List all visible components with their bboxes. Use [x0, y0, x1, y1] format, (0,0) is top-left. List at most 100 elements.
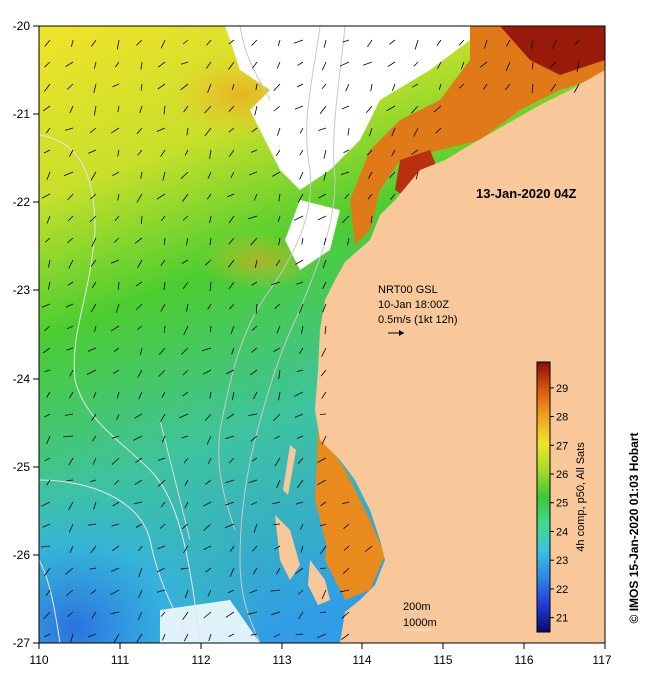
- current-arrow: [136, 633, 143, 643]
- current-arrow: [278, 391, 281, 401]
- current-arrow: [159, 523, 166, 529]
- current-arrow: [137, 369, 143, 378]
- current-arrow: [294, 413, 304, 418]
- current-arrow: [63, 435, 74, 438]
- current-arrow: [299, 303, 304, 314]
- current-arrow: [43, 611, 51, 619]
- current-arrow: [320, 523, 327, 527]
- current-arrow: [273, 523, 281, 525]
- current-arrow: [93, 501, 97, 510]
- current-arrow: [186, 127, 189, 136]
- current-arrow: [362, 61, 373, 66]
- current-arrow: [46, 479, 51, 486]
- current-arrow: [111, 457, 120, 465]
- depth-contour: [39, 134, 201, 643]
- current-arrow: [321, 61, 327, 71]
- current-arrow: [573, 83, 580, 93]
- current-arrow: [389, 171, 396, 179]
- current-arrow: [505, 61, 511, 72]
- current-arrow: [184, 479, 189, 487]
- current-arrow: [296, 479, 304, 489]
- current-arrow: [299, 171, 304, 180]
- current-arrow: [252, 61, 258, 69]
- current-arrow: [228, 39, 235, 45]
- current-arrow: [158, 347, 166, 356]
- current-arrow: [86, 369, 97, 375]
- current-arrow: [201, 347, 212, 352]
- current-arrow: [67, 193, 74, 201]
- current-arrow: [228, 457, 235, 464]
- y-tick-label: -20: [13, 19, 31, 33]
- current-arrow: [43, 325, 51, 332]
- y-tick-label: -23: [13, 283, 31, 297]
- current-arrow: [322, 281, 327, 289]
- shark-bay-water: [325, 510, 350, 590]
- current-arrow: [227, 589, 235, 594]
- current-arrow: [255, 303, 258, 314]
- current-arrow: [117, 105, 120, 113]
- cloud-area: [285, 200, 340, 270]
- current-arrow: [225, 611, 235, 618]
- current-arrow: [412, 83, 419, 88]
- current-arrow: [186, 303, 189, 312]
- current-arrow: [366, 149, 373, 156]
- current-arrow: [157, 61, 166, 68]
- current-arrow: [182, 611, 189, 621]
- x-tick-label: 117: [592, 653, 611, 667]
- current-arrow: [158, 369, 166, 377]
- current-arrow: [277, 39, 281, 47]
- current-arrow: [203, 523, 212, 531]
- current-arrow: [160, 259, 166, 266]
- colorbar-gradient: [536, 361, 551, 633]
- current-arrow: [390, 193, 396, 200]
- current-arrow: [386, 105, 396, 112]
- current-arrow: [550, 61, 557, 68]
- current-arrow: [180, 567, 189, 570]
- current-arrow: [576, 61, 580, 72]
- current-arrow: [71, 39, 74, 47]
- current-arrow: [550, 83, 557, 92]
- current-arrow: [276, 479, 281, 489]
- current-arrow: [225, 479, 235, 484]
- current-arrow: [206, 435, 212, 445]
- colorbar-tick-label: 22: [556, 584, 568, 596]
- current-arrow: [163, 105, 166, 115]
- current-arrow: [181, 523, 189, 530]
- current-arrow: [278, 237, 281, 246]
- x-tick-label: 115: [433, 653, 452, 667]
- current-arrow: [366, 105, 373, 114]
- current-arrow: [114, 61, 120, 68]
- current-arrow: [204, 479, 212, 486]
- current-arrow: [43, 149, 51, 154]
- current-arrow: [156, 589, 166, 593]
- current-arrow: [113, 633, 120, 643]
- current-arrow: [92, 435, 97, 442]
- y-tick-label: -22: [13, 195, 31, 209]
- current-arrow: [157, 479, 166, 487]
- current-arrow: [66, 347, 74, 351]
- x-tick-label: 112: [191, 653, 210, 667]
- current-arrow: [253, 193, 258, 201]
- depth-contour: [218, 26, 321, 531]
- current-arrow: [65, 567, 74, 575]
- current-arrow: [42, 523, 51, 528]
- current-arrow: [182, 281, 189, 289]
- current-arrow: [370, 83, 373, 92]
- current-arrow: [435, 127, 442, 134]
- current-arrow: [184, 589, 189, 599]
- current-arrow: [317, 215, 327, 221]
- current-arrow: [274, 457, 281, 467]
- current-arrow: [183, 457, 189, 464]
- current-arrow: [228, 149, 235, 157]
- current-arrow: [301, 237, 304, 245]
- current-arrow: [67, 215, 74, 222]
- current-arrow: [347, 237, 350, 246]
- current-arrow: [318, 193, 327, 199]
- current-arrow: [411, 149, 419, 155]
- current-arrow: [296, 435, 304, 439]
- current-arrow: [323, 237, 327, 246]
- current-arrow: [483, 83, 488, 90]
- current-arrow: [180, 83, 189, 91]
- current-arrow: [367, 193, 373, 200]
- current-vectors: [40, 39, 580, 643]
